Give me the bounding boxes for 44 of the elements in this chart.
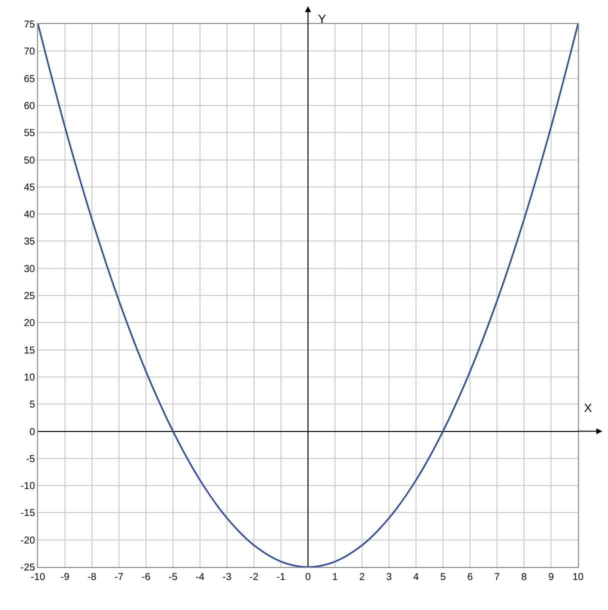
x-tick-label: 7 [494, 572, 500, 583]
y-tick-label: 65 [24, 74, 36, 85]
x-tick-label: -5 [168, 572, 178, 583]
x-tick-label: -3 [222, 572, 232, 583]
y-tick-label: -5 [26, 454, 36, 465]
y-tick-label: 20 [24, 318, 36, 330]
x-tick-label: -2 [250, 572, 259, 583]
y-tick-label: 0 [29, 426, 36, 438]
x-axis-title: X [584, 401, 592, 415]
y-tick-label: 75 [24, 20, 36, 30]
x-tick-label: -7 [114, 572, 124, 583]
y-tick-label: -10 [20, 481, 36, 492]
x-tick-label: -4 [196, 572, 205, 583]
y-tick-label: 70 [24, 46, 36, 58]
y-tick-label: 30 [24, 264, 36, 275]
x-tick-label: 4 [413, 572, 420, 583]
x-tick-label: 5 [440, 572, 446, 583]
x-tick-label: 1 [332, 572, 338, 583]
y-tick-label: 40 [24, 210, 36, 221]
y-tick-label: 5 [29, 400, 36, 411]
x-tick-label: 0 [305, 572, 312, 583]
x-tick-label: -1 [276, 572, 286, 583]
x-tick-label: 8 [521, 572, 528, 583]
y-tick-label: 55 [24, 128, 36, 140]
y-tick-label: -25 [20, 562, 36, 574]
x-tick-label: 10 [572, 572, 584, 583]
x-tick-label: 9 [548, 572, 554, 583]
y-tick-label: 15 [24, 345, 36, 356]
y-tick-label: 10 [24, 372, 36, 384]
x-tick-label: 2 [359, 572, 366, 583]
x-tick-label: 6 [467, 572, 474, 583]
x-tick-label: -9 [60, 572, 70, 583]
y-tick-label: 25 [24, 291, 36, 302]
line-series [38, 24, 578, 567]
y-tick-label: -20 [20, 535, 36, 546]
x-tick-label: -6 [142, 572, 151, 583]
y-tick-label: 45 [24, 182, 36, 194]
y-tick-label: 60 [24, 100, 36, 112]
x-tick-label: 3 [386, 572, 392, 583]
y-axis-title: Y [318, 12, 326, 26]
y-tick-label: -15 [20, 508, 36, 520]
x-tick-label: -8 [88, 572, 97, 583]
y-tick-label: 35 [24, 236, 36, 248]
y-tick-label: 50 [24, 155, 36, 166]
